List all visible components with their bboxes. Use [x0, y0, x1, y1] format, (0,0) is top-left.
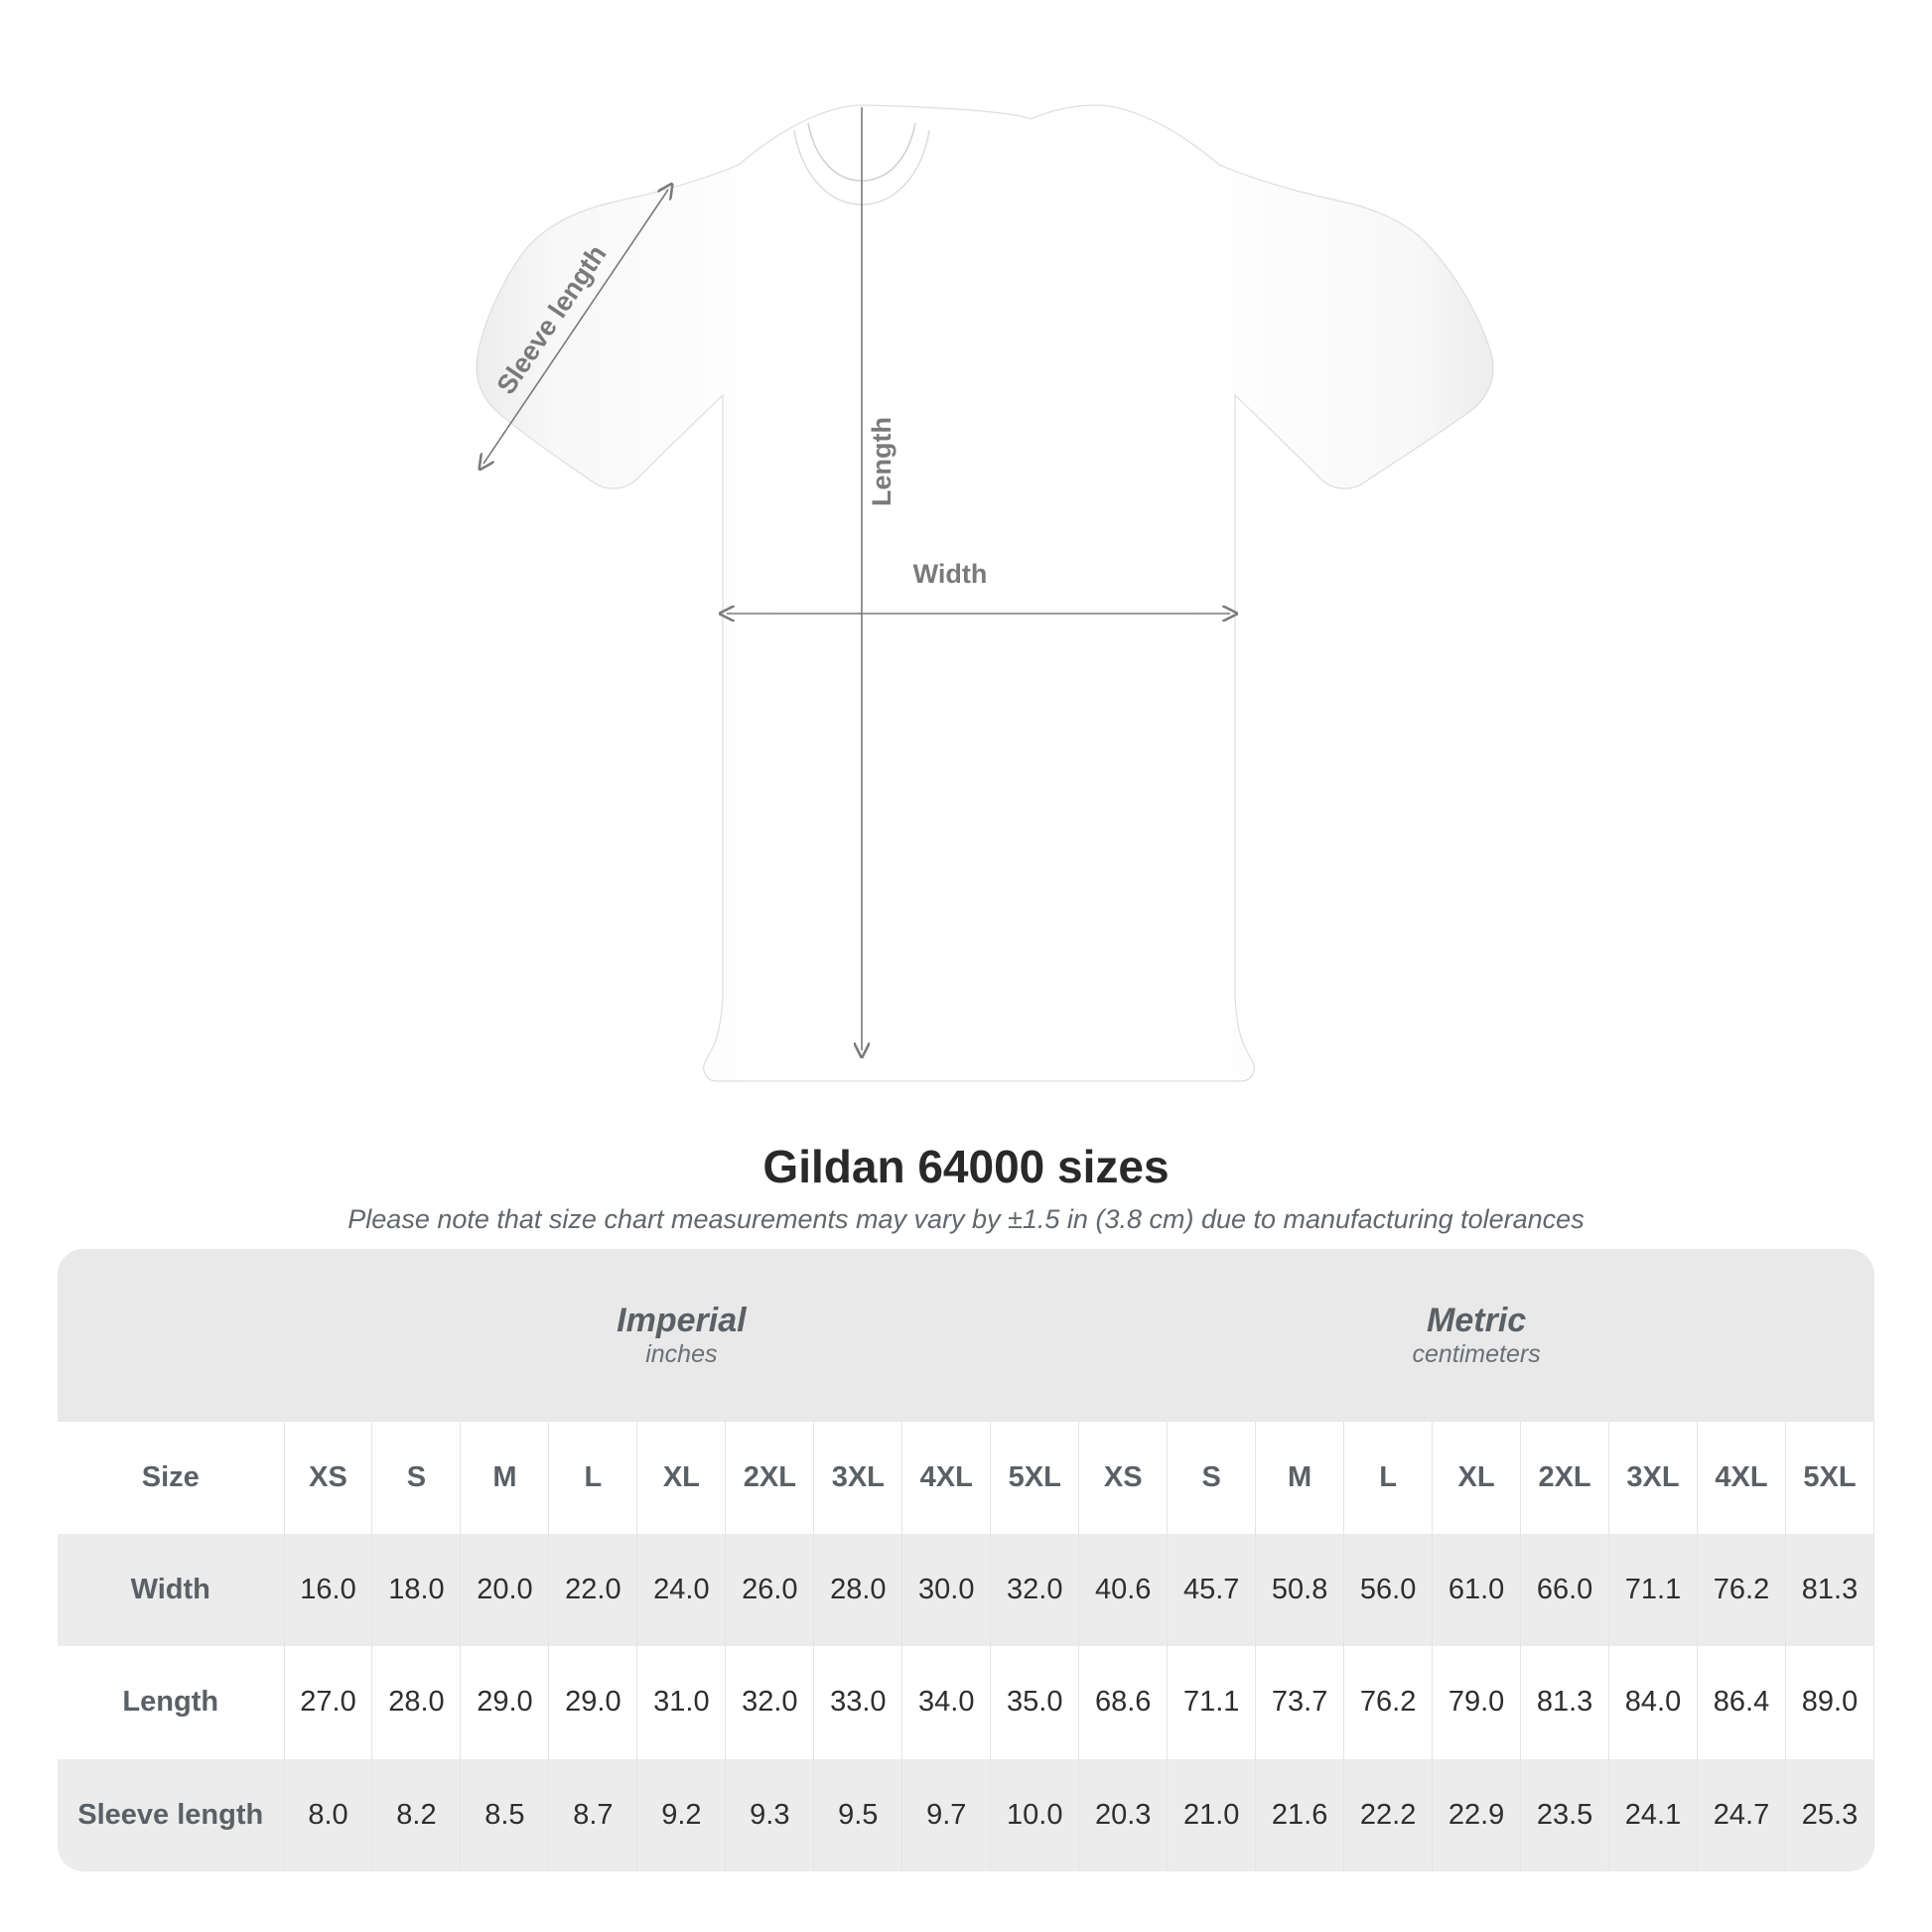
svg-text:Width: Width [913, 559, 988, 589]
svg-text:Length: Length [867, 417, 897, 506]
